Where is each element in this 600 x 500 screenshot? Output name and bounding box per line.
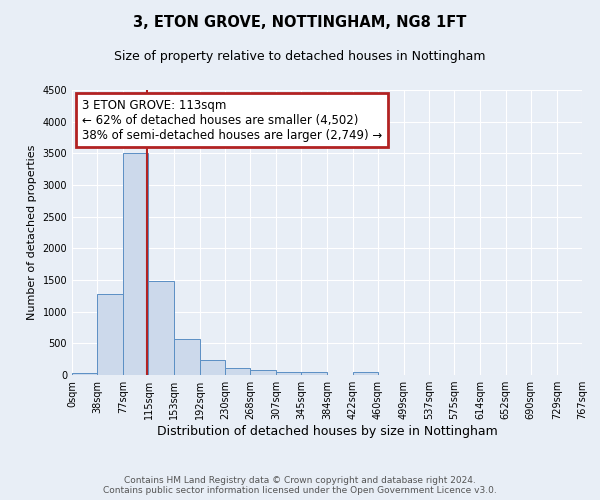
Bar (301, 372, 328, 375)
X-axis label: Distribution of detached houses by size in Nottingham: Distribution of detached houses by size … (157, 425, 497, 438)
Bar (353, 372, 378, 375)
Text: Size of property relative to detached houses in Nottingham: Size of property relative to detached ho… (114, 50, 486, 63)
Bar (200, 360, 225, 375)
Bar (72, 372, 97, 375)
Y-axis label: Number of detached properties: Number of detached properties (27, 145, 37, 320)
Text: 3 ETON GROVE: 113sqm
← 62% of detached houses are smaller (4,502)
38% of semi-de: 3 ETON GROVE: 113sqm ← 62% of detached h… (82, 98, 382, 142)
Bar (97, 294, 123, 375)
Bar (250, 370, 276, 375)
Bar (225, 368, 250, 375)
Bar (276, 372, 301, 375)
Bar (123, 154, 148, 375)
Text: 3, ETON GROVE, NOTTINGHAM, NG8 1FT: 3, ETON GROVE, NOTTINGHAM, NG8 1FT (133, 15, 467, 30)
Bar (148, 282, 174, 375)
Bar (174, 338, 200, 375)
Text: Contains HM Land Registry data © Crown copyright and database right 2024.
Contai: Contains HM Land Registry data © Crown c… (103, 476, 497, 495)
